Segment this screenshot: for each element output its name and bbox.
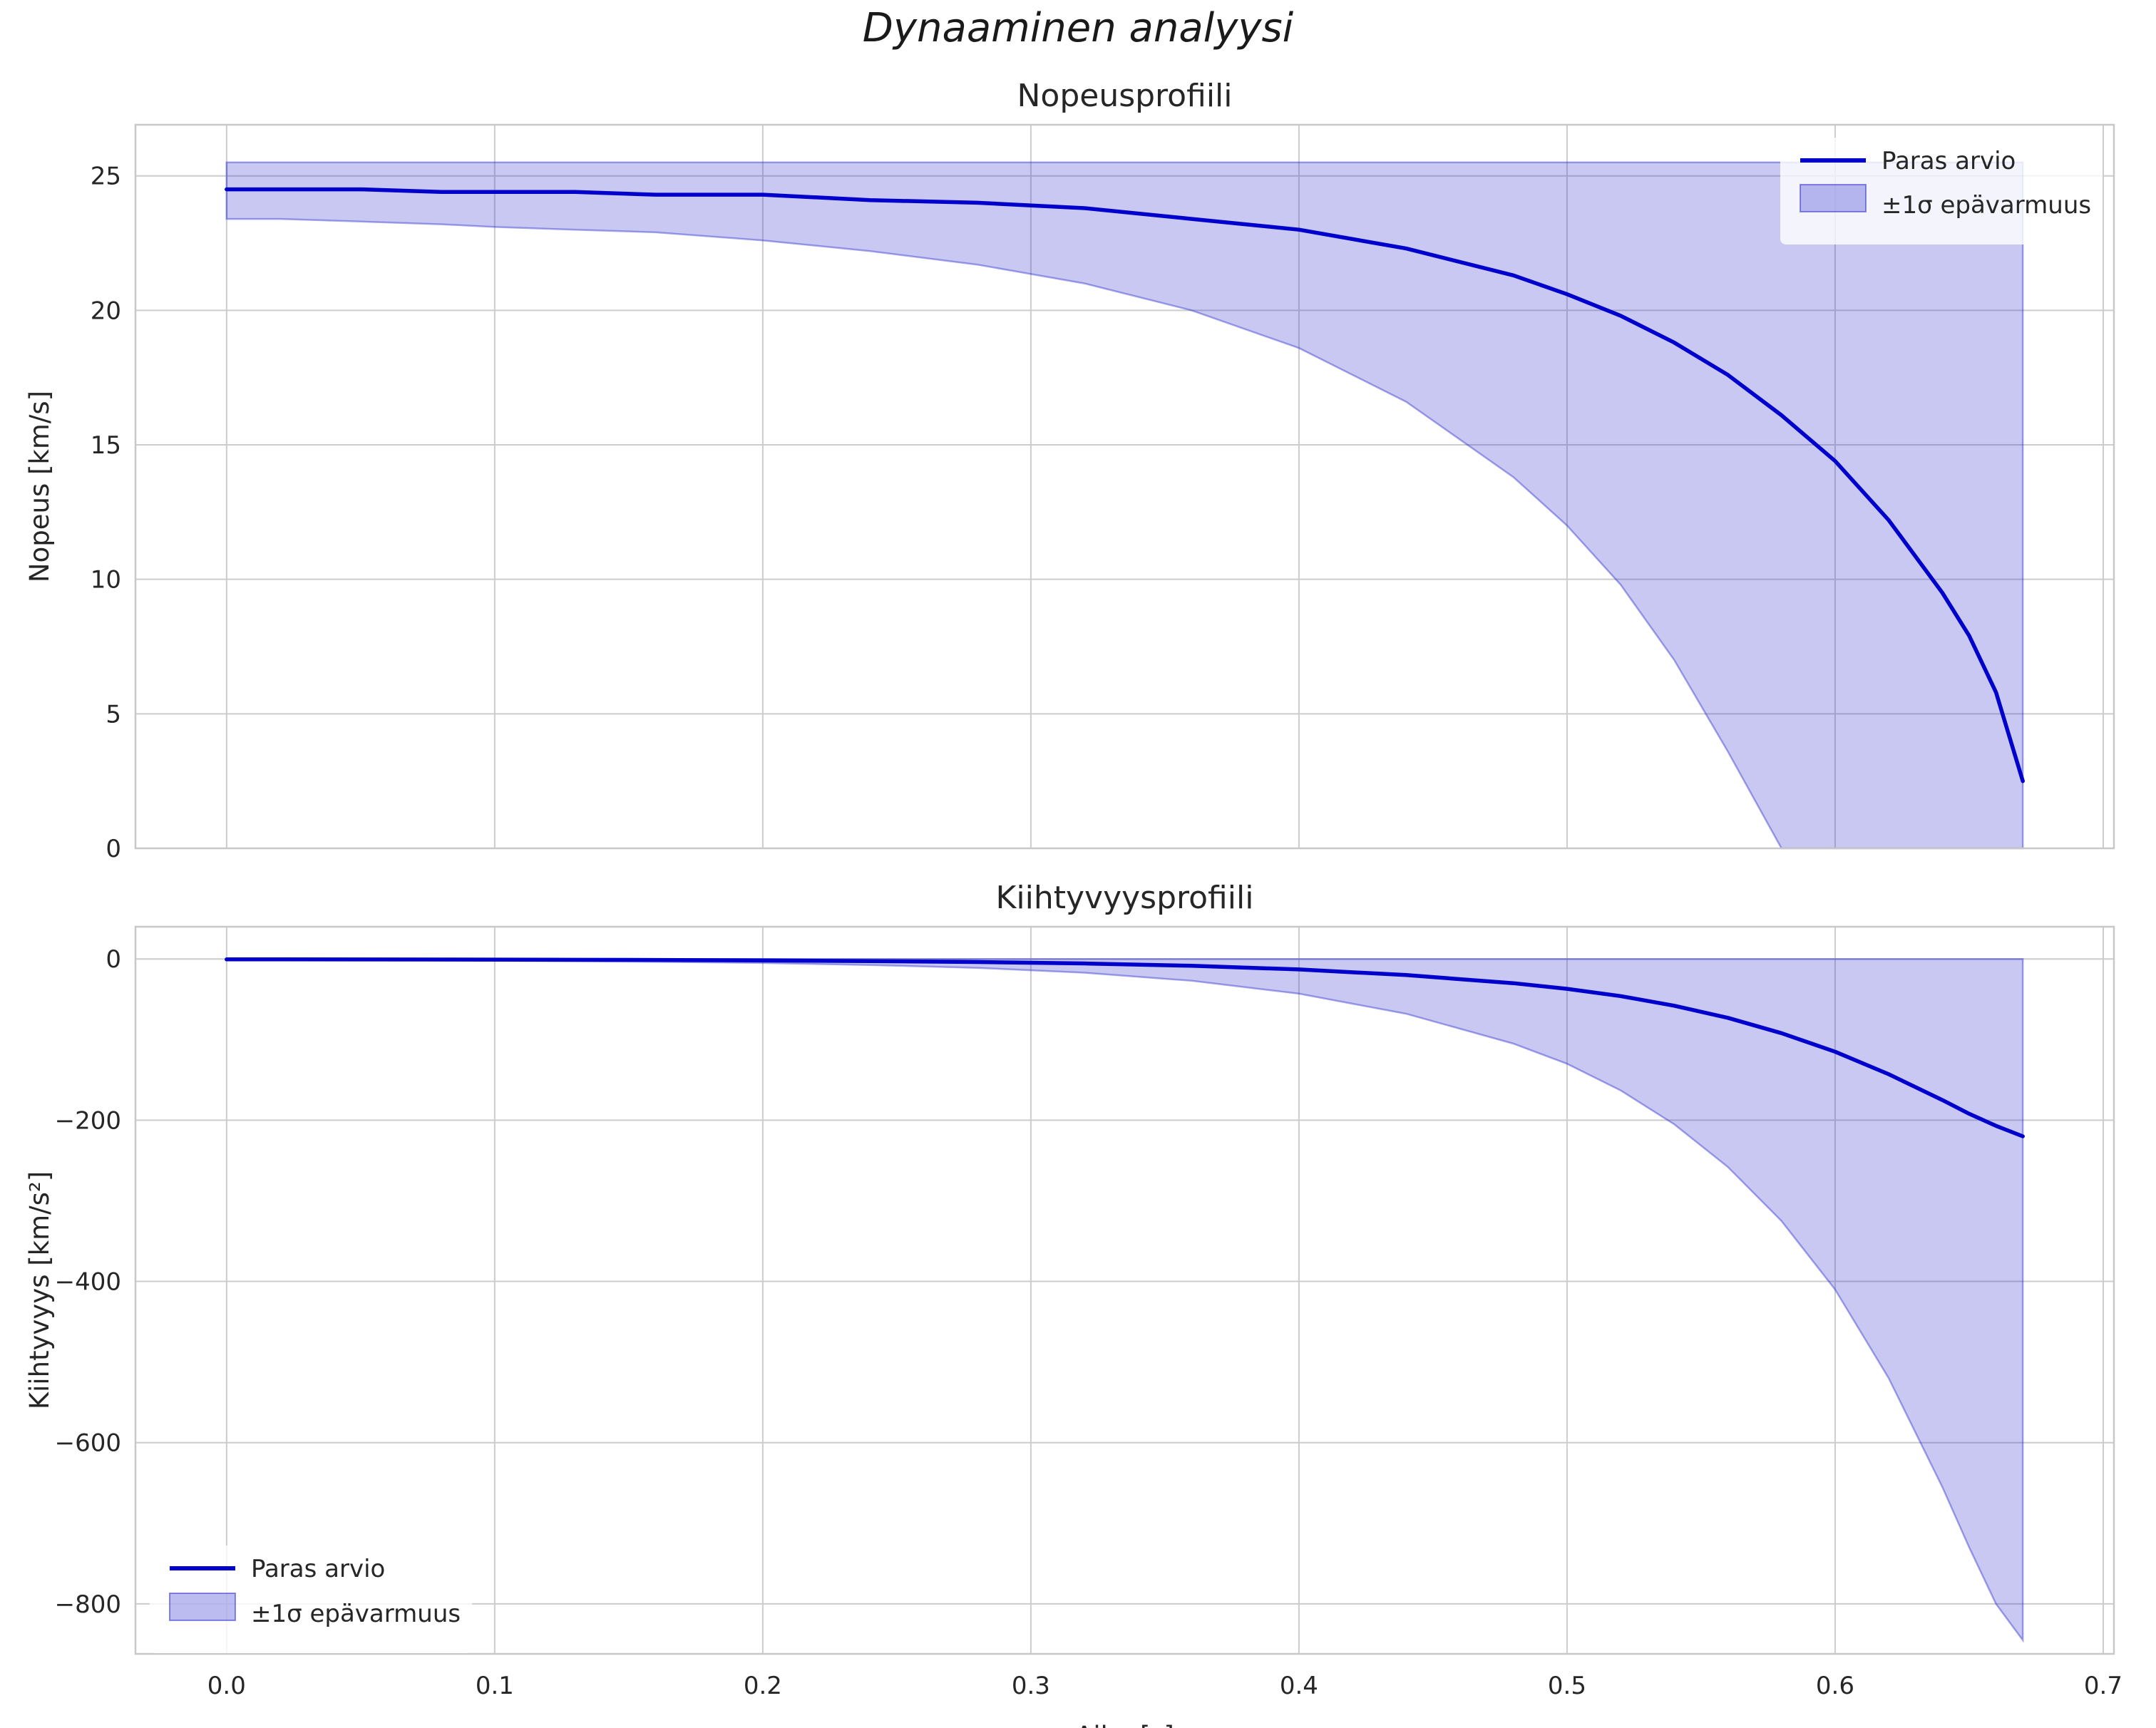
legend-patch-sample — [1800, 184, 1867, 212]
x-tick-label: 0.6 — [1816, 1672, 1854, 1700]
y-axis-label: Nopeus [km/s] — [24, 391, 55, 582]
x-tick-label: 0.7 — [2084, 1672, 2122, 1700]
uncertainty-band — [225, 161, 2024, 850]
uncertainty-band — [225, 957, 2024, 1643]
y-tick-label: 0 — [106, 945, 121, 974]
y-tick-label: 20 — [91, 297, 121, 325]
y-tick-label: 25 — [91, 163, 121, 191]
figure-suptitle: Dynaaminen analyysi — [863, 5, 1294, 51]
best-estimate-line — [225, 957, 2025, 1138]
legend-label: Paras arvio — [1882, 147, 2016, 175]
axes-frame — [134, 123, 2115, 850]
x-tick-label: 0.5 — [1548, 1672, 1586, 1700]
y-tick-label: −400 — [55, 1268, 121, 1297]
legend-patch-sample — [169, 1593, 236, 1621]
legend-box — [150, 1546, 472, 1653]
y-tick-label: 5 — [106, 700, 121, 729]
x-tick-label: 0.2 — [744, 1672, 782, 1700]
y-tick-label: 0 — [106, 835, 121, 863]
y-tick-label: −600 — [55, 1429, 121, 1458]
velocity-subplot: 0 5 10 15 20 25 Nopeusprofiili Nopeus [km/s] Par… — [24, 78, 2115, 863]
x-tick-label: 0.4 — [1280, 1672, 1318, 1700]
subplot-title: Nopeusprofiili — [1017, 78, 1232, 114]
subplot-title: Kiihtyvyysprofiili — [996, 880, 1254, 916]
legend-label: ±1σ epävarmuus — [1882, 191, 2091, 220]
legend-label: ±1σ epävarmuus — [251, 1600, 461, 1628]
best-estimate-line — [225, 187, 2025, 783]
acceleration-subplot: 0 −200 −400 −600 −800 0.0 0.1 0.2 0.3 0.4 0.5 0.6 0.… — [24, 880, 2122, 1728]
legend-label: Paras arvio — [251, 1555, 385, 1583]
y-axis-label: Kiihtyvyys [km/s²] — [24, 1171, 55, 1409]
y-tick-label: 15 — [91, 431, 121, 460]
axes-frame — [134, 925, 2115, 1655]
x-tick-label: 0.3 — [1012, 1672, 1050, 1700]
x-tick-label: 0.1 — [476, 1672, 514, 1700]
x-axis-label: Aika [s] — [1075, 1721, 1174, 1728]
y-tick-label: −200 — [55, 1106, 121, 1135]
legend-box — [1780, 138, 2103, 245]
y-tick-label: 10 — [91, 566, 121, 595]
x-tick-label: 0.0 — [207, 1672, 246, 1700]
y-tick-label: −800 — [55, 1590, 121, 1619]
